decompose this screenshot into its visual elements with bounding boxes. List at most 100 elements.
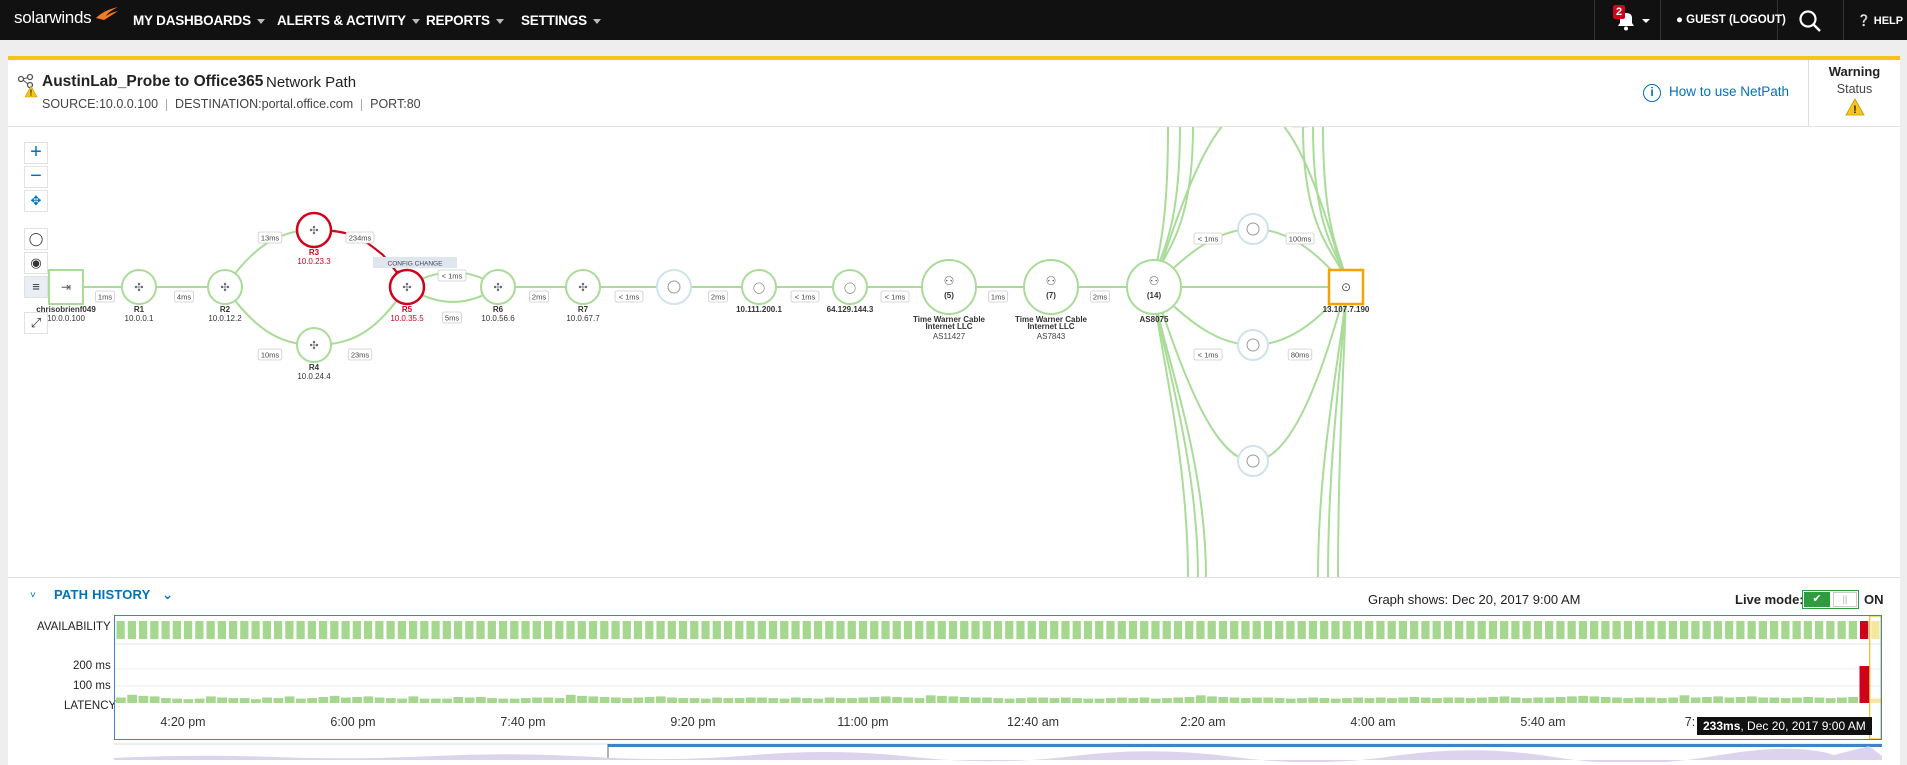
node-name: AS8075 <box>1140 315 1169 324</box>
latency-tick-100: 100 ms <box>73 680 111 692</box>
fit-to-screen-icon[interactable]: ✥ <box>24 190 48 212</box>
node-view-icon[interactable]: ◉ <box>24 252 48 274</box>
netpath-graph-canvas[interactable]: 1ms 4ms 13ms 234ms 10ms 23ms < 1ms 5ms 2ms < 1ms 2… <box>8 127 1900 577</box>
latency-label: 234ms <box>349 234 372 243</box>
latency-bar <box>1398 697 1409 703</box>
latency-bar <box>880 696 891 703</box>
latency-bar <box>1679 695 1690 703</box>
latency-bar <box>948 696 959 703</box>
nav-label: REPORTS <box>426 13 490 28</box>
latency-bar <box>205 696 216 703</box>
netpath-graph[interactable]: 1ms 4ms 13ms 234ms 10ms 23ms < 1ms 5ms 2ms < 1ms 2… <box>8 127 1900 577</box>
collapse-caret-icon[interactable]: ˅ <box>30 590 36 601</box>
availability-bar <box>228 621 238 639</box>
latency-bar <box>1657 698 1667 703</box>
latency-bar <box>655 696 666 703</box>
availability-bar <box>813 621 823 639</box>
availability-bar <box>960 621 969 639</box>
availability-bar <box>408 621 418 639</box>
router-node <box>121 269 157 305</box>
availability-bar <box>836 621 845 639</box>
latency-bar <box>1285 698 1296 703</box>
node-name: R7 <box>578 305 589 314</box>
availability-bar <box>678 621 688 639</box>
group-count: (14) <box>1147 291 1162 300</box>
latency-bar <box>1769 697 1780 703</box>
availability-bar <box>217 621 226 639</box>
expand-icon[interactable]: ⤢ <box>24 312 48 334</box>
router-icon: ✣ <box>134 282 143 294</box>
availability-bar <box>1286 621 1295 639</box>
node-name: 64.129.144.3 <box>827 305 874 314</box>
latency-bar <box>1004 698 1015 703</box>
latency-bar <box>160 698 171 703</box>
nav-reports[interactable]: REPORTS <box>426 13 504 28</box>
availability-bar <box>206 621 215 639</box>
node-asn: AS11427 <box>933 332 966 341</box>
group-node <box>1023 259 1079 315</box>
latency-bar <box>1702 696 1712 703</box>
how-to-use-netpath-link[interactable]: i How to use NetPath <box>1643 84 1789 102</box>
availability-bar <box>1151 621 1160 639</box>
nav-alerts-activity[interactable]: ALERTS & ACTIVITY <box>277 13 420 28</box>
latency-bar <box>1342 698 1352 703</box>
latency-bar <box>1870 698 1881 703</box>
latency-badge <box>345 231 375 244</box>
live-mode-toggle[interactable]: ✔ || <box>1802 590 1859 609</box>
notification-count-badge: 2 <box>1613 5 1626 19</box>
latency-label: < 1ms <box>1198 235 1219 244</box>
latency-bar <box>1499 696 1510 703</box>
latency-bar <box>1330 698 1341 703</box>
zoom-in-button[interactable]: + <box>24 142 48 164</box>
user-logout-link[interactable]: ● GUEST (LOGOUT) <box>1676 14 1786 26</box>
latency-bar <box>352 696 362 703</box>
availability-bar <box>768 621 778 639</box>
router-icon: ✣ <box>220 282 229 294</box>
path-layout-icon[interactable]: ◯ <box>24 228 48 250</box>
availability-bar <box>240 621 249 639</box>
latency-bar <box>1848 696 1859 703</box>
path-history-chart[interactable] <box>114 615 1882 740</box>
availability-bar <box>1196 621 1205 639</box>
path-history-title[interactable]: PATH HISTORY ⌄ <box>54 587 173 603</box>
latency-label: < 1ms <box>885 293 906 302</box>
latency-bar <box>644 696 655 703</box>
availability-bar <box>746 621 755 639</box>
availability-bar <box>487 621 496 639</box>
help-label: HELP <box>1873 15 1904 27</box>
availability-bar <box>1005 621 1014 639</box>
history-bars-canvas[interactable] <box>115 615 1882 740</box>
critical-router-node <box>295 211 333 249</box>
zoom-out-button[interactable]: − <box>24 166 48 188</box>
latency-bar <box>1162 698 1172 703</box>
router-icon: ✣ <box>309 340 318 352</box>
availability-bar <box>1488 621 1498 639</box>
destination-info: DESTINATION:portal.office.com <box>175 97 354 111</box>
search-icon[interactable] <box>1798 9 1822 33</box>
latency-bar <box>892 696 902 703</box>
latency-bar <box>419 698 430 703</box>
availability-bar <box>881 621 890 639</box>
labels-toggle-icon[interactable]: ≡ <box>24 276 48 298</box>
availability-bar <box>1038 621 1048 639</box>
latency-bar <box>757 697 767 703</box>
availability-bar <box>1736 621 1745 639</box>
router-icon: ◯ <box>844 282 856 294</box>
latency-bar <box>374 697 385 703</box>
latency-bar <box>183 699 194 703</box>
latency-bar <box>1375 697 1386 703</box>
latency-bar <box>1083 698 1094 703</box>
nav-my-dashboards[interactable]: MY DASHBOARDS <box>133 13 265 28</box>
availability-bar <box>1421 621 1430 639</box>
latency-badge <box>95 290 116 303</box>
availability-bar <box>735 621 744 639</box>
router-icon: ✣ <box>402 282 411 294</box>
chevron-down-icon <box>256 18 265 24</box>
help-link[interactable]: ❔ HELP <box>1857 14 1903 27</box>
availability-bar <box>948 621 958 639</box>
nav-settings[interactable]: SETTINGS <box>521 13 601 28</box>
availability-bar <box>386 621 395 639</box>
timeline-scrubber[interactable] <box>114 742 1882 762</box>
availability-bar <box>1758 621 1768 639</box>
solarwinds-logo[interactable]: solarwinds <box>14 7 118 28</box>
